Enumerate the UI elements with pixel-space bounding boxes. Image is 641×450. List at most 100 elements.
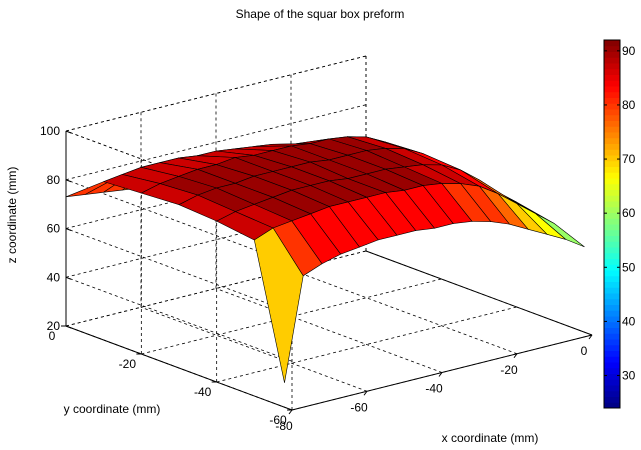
grid-line-z [65,228,293,313]
colorbar-swatch [604,373,620,380]
colorbar-swatch [604,86,620,93]
colorbar-swatch [604,356,620,363]
colorbar-swatch [604,258,620,265]
colorbar-tick-label: 40 [622,314,636,328]
colorbar-swatch [604,402,620,409]
colorbar-swatch [604,80,620,87]
colorbar-swatch [604,390,620,397]
x-tick-mark [363,390,368,396]
z-tick-mark [65,325,72,329]
colorbar-swatch [604,287,620,294]
surface-patch [253,227,304,383]
colorbar-swatch [604,310,620,317]
colorbar-swatch [604,385,620,392]
y-tick-label: -40 [194,385,212,399]
colorbar-swatch [604,281,620,288]
colorbar-swatch [604,275,620,282]
colorbar-swatch [604,160,620,167]
colorbar-swatch [604,74,620,81]
colorbar-swatch [604,114,620,121]
colorbar-swatch [604,172,620,179]
colorbar-swatch [604,40,620,47]
y-tick-label: -20 [119,357,137,371]
colorbar-swatch [604,97,620,104]
y-axis-line [65,325,293,411]
z-tick-mark [65,276,72,280]
grid-line-x [290,269,518,355]
colorbar-swatch [604,321,620,328]
colorbar-swatch [604,350,620,357]
x-axis-label: x coordinate (mm) [442,431,539,445]
colorbar-swatch [604,304,620,311]
box-edge [365,250,593,336]
colorbar-swatch [604,327,620,334]
colorbar: 30 40 50 60 70 80 90 [603,39,636,409]
z-tick-label: 40 [47,270,61,284]
colorbar-swatch [604,132,620,139]
x-tick-label: -80 [275,419,293,433]
colorbar-swatch [604,316,620,323]
grid-line-x [215,288,443,373]
x-tick-mark [588,334,593,340]
surface [65,136,585,383]
z-tick-mark [65,179,72,183]
colorbar-swatch [604,298,620,305]
colorbar-swatch [604,270,620,277]
colorbar-swatch [604,229,620,236]
chart-title: Shape of the squar box preform [236,7,405,21]
colorbar-swatch [604,68,620,75]
y-tick-label: -60 [269,413,287,427]
colorbar-swatch [604,396,620,403]
colorbar-swatch [604,362,620,369]
colorbar-swatch [604,143,620,150]
colorbar-swatch [604,155,620,162]
z-tick-label: 100 [40,124,60,138]
colorbar-tick-label: 30 [622,369,636,383]
colorbar-swatch [604,264,620,271]
colorbar-tick-label: 90 [622,44,636,58]
x-tick-mark [438,372,443,377]
colorbar-swatch [604,63,620,70]
colorbar-swatch [604,206,620,213]
colorbar-swatch [604,45,620,52]
x-tick-label: -60 [350,400,368,414]
colorbar-swatch [604,91,620,98]
colorbar-tick-label: 50 [622,260,636,274]
grid-line-z [65,179,293,265]
colorbar-tick-label: 70 [622,152,636,166]
colorbar-swatch [604,149,620,156]
colorbar-swatch [604,166,620,173]
colorbar-swatch [604,293,620,300]
colorbar-swatch [604,235,620,242]
colorbar-swatch [604,189,620,196]
colorbar-swatch [604,367,620,374]
grid-line-x [140,306,368,392]
colorbar-swatch [604,252,620,259]
colorbar-tick-label: 80 [622,98,636,112]
colorbar-swatch [604,57,620,64]
z-tick-mark [65,228,72,231]
colorbar-swatch [604,126,620,133]
x-tick-label: -40 [425,382,443,396]
grid-line-z [65,276,293,362]
colorbar-swatch [604,241,620,248]
colorbar-swatch [604,120,620,127]
x-tick-label: 0 [581,344,588,358]
z-tick-label: 60 [47,222,61,236]
x-tick-mark [288,409,293,415]
z-tick-mark [65,130,72,134]
colorbar-swatch [604,201,620,208]
colorbar-swatch [604,178,620,185]
z-tick-label: 20 [47,319,61,333]
z-tick-label: 80 [47,173,61,187]
colorbar-swatch [604,212,620,219]
x-tick-mark [513,353,518,359]
colorbar-frame [603,39,621,409]
colorbar-swatch [604,339,620,346]
colorbar-swatch [604,109,620,116]
colorbar-swatch [604,224,620,231]
colorbar-swatch [604,51,620,58]
